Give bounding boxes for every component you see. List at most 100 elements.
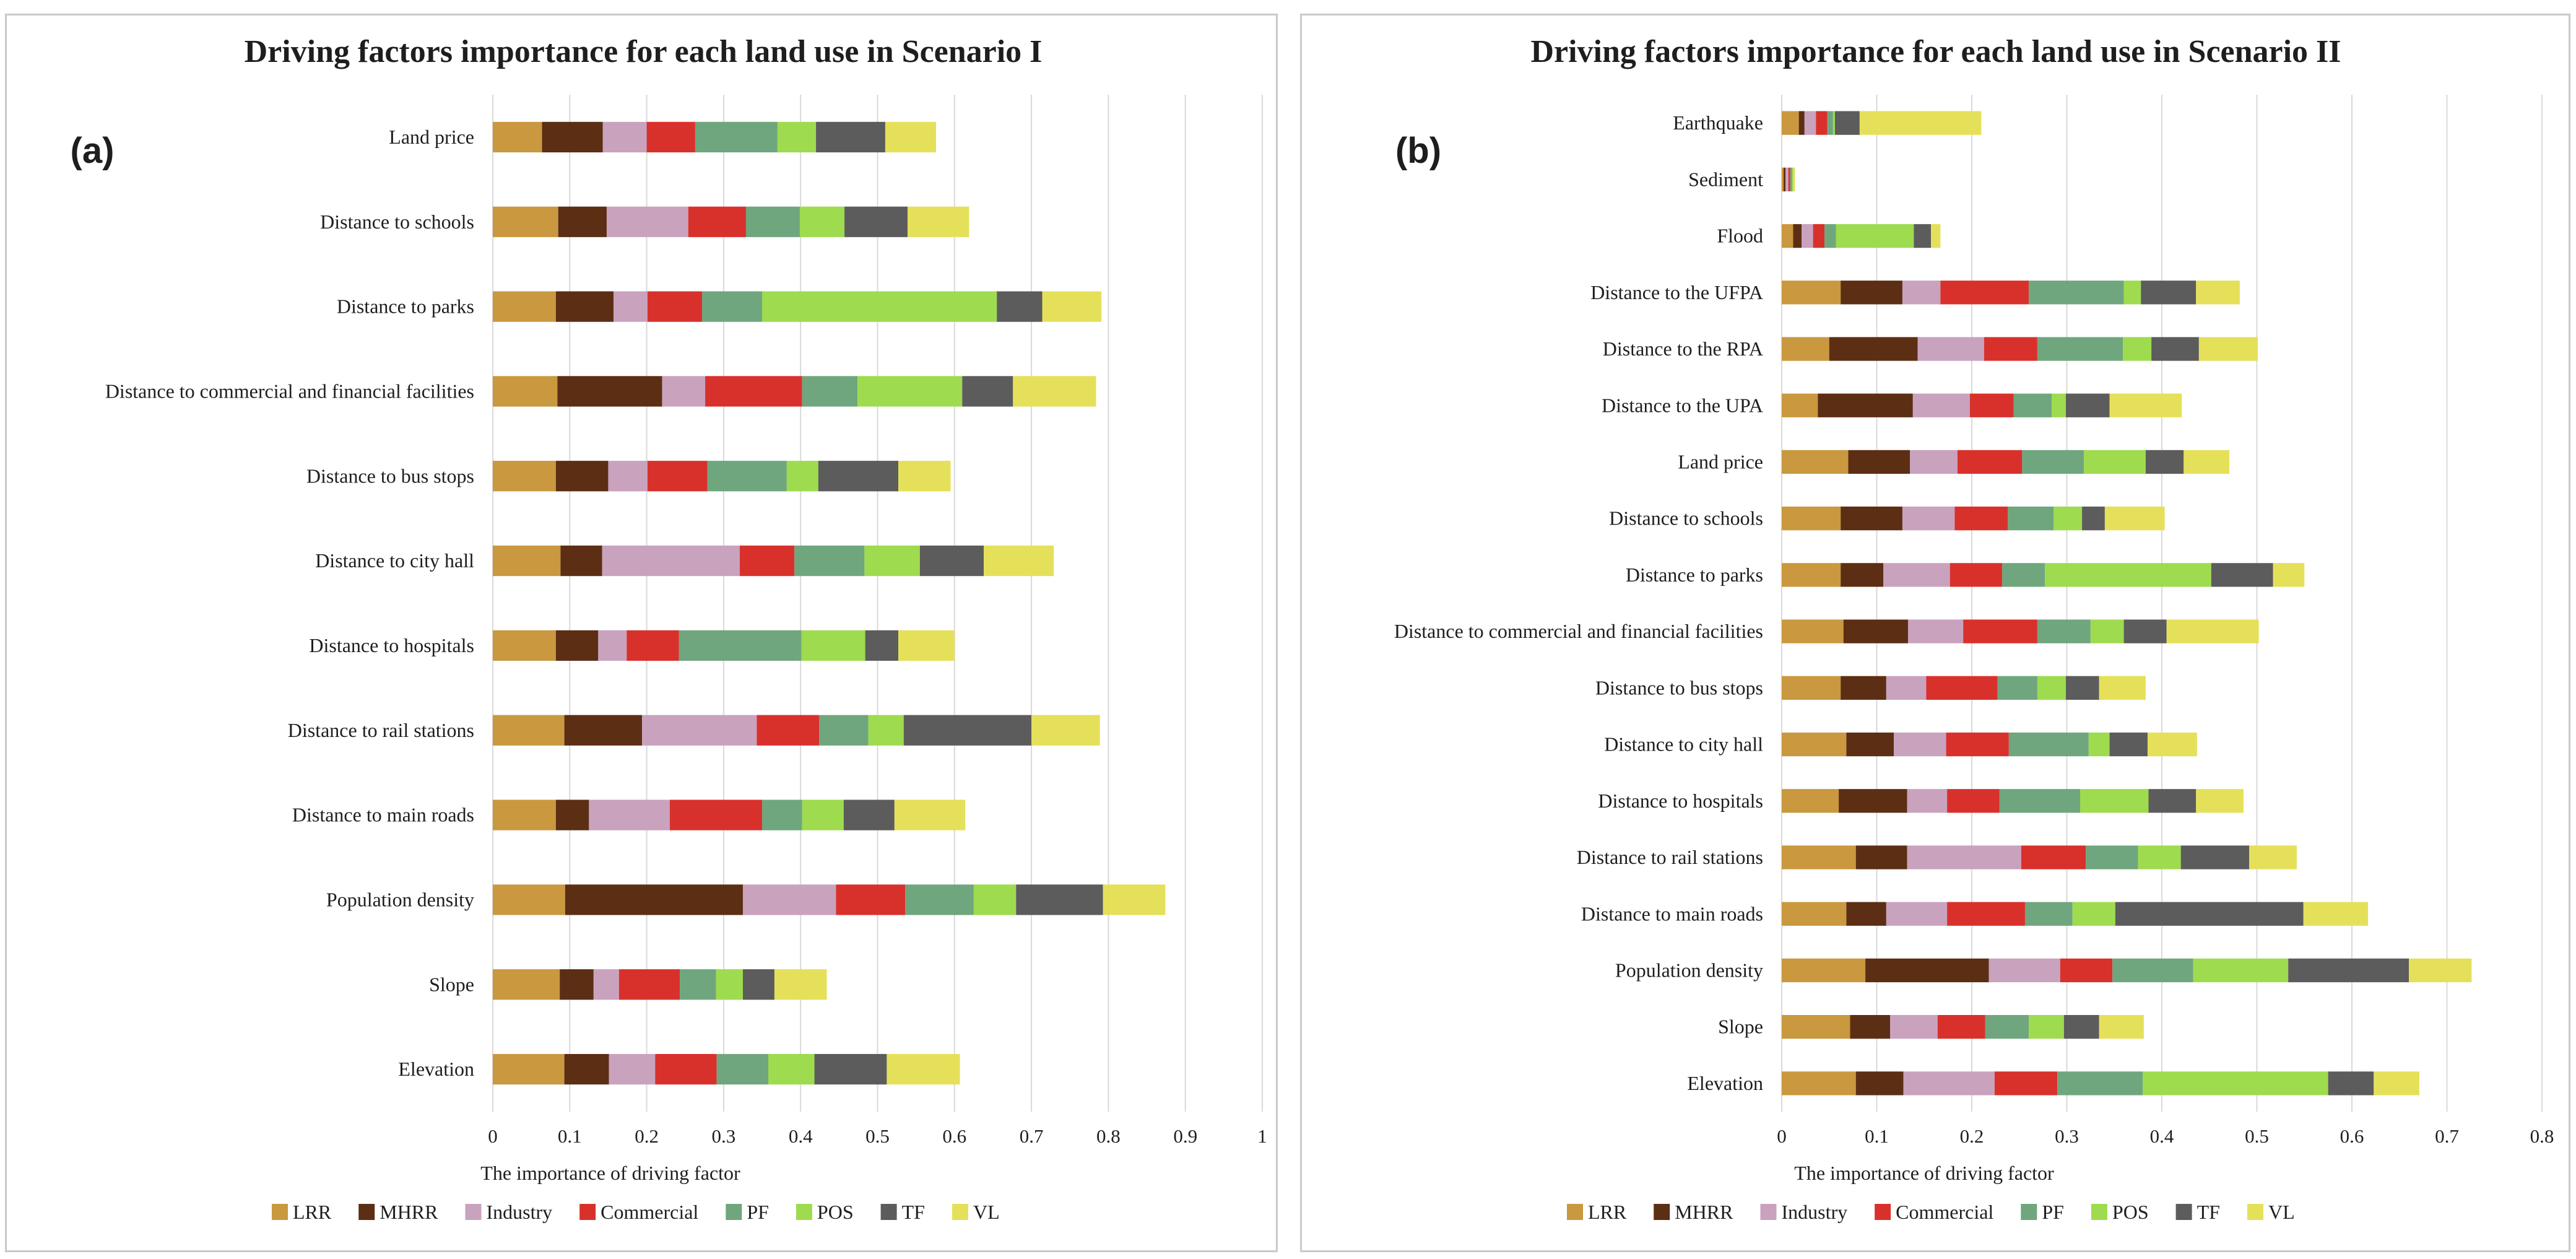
bar-segment-pf xyxy=(802,376,858,407)
bar-segment-lrr xyxy=(493,121,542,153)
bar-segment-industry xyxy=(1917,337,1984,361)
category-label: Distance to the UPA xyxy=(1602,394,1763,416)
bar-segment-tf xyxy=(2063,1015,2099,1039)
bar-segment-pf xyxy=(2002,563,2045,587)
category-label: Distance to schools xyxy=(320,211,474,233)
bar-segment-tf xyxy=(2141,281,2197,305)
bar-segment-pf xyxy=(905,884,974,915)
bar-segment-vl xyxy=(2409,958,2472,983)
legend-swatch-pos xyxy=(2091,1204,2107,1220)
bar-segment-mhrr xyxy=(564,715,643,746)
legend-label-industry: Industry xyxy=(1781,1201,1847,1223)
category-label: Earthquake xyxy=(1673,111,1763,134)
category-label: Distance to rail stations xyxy=(288,719,474,741)
bar-segment-lrr xyxy=(493,630,556,661)
legend-label-industry: Industry xyxy=(486,1201,552,1223)
bar-segment-commercial xyxy=(1969,393,2014,417)
bar-segment-commercial xyxy=(1984,337,2037,361)
category-label: Distance to main roads xyxy=(1581,902,1763,925)
category-label: Distance to commercial and financial fac… xyxy=(1394,620,1763,642)
x-tick-label: 0.2 xyxy=(635,1125,659,1147)
bar-segment-pos xyxy=(1836,224,1914,248)
bar-segment-commercial xyxy=(1963,619,2037,643)
bar-segment-mhrr xyxy=(1793,224,1802,248)
bar-segment-commercial xyxy=(618,969,680,1000)
bar-segment-industry xyxy=(1785,167,1789,191)
bar-segment-commercial xyxy=(647,461,708,492)
bar-segment-lrr xyxy=(493,545,561,577)
bar-segment-tf xyxy=(903,715,1032,746)
bar-segment-commercial xyxy=(627,630,679,661)
category-label: Sediment xyxy=(1688,168,1763,190)
x-tick-label: 0.4 xyxy=(2150,1125,2174,1147)
panel-label: (b) xyxy=(1395,131,1441,171)
bar-segment-tf xyxy=(2145,450,2184,474)
bar-segment-lrr xyxy=(1782,1071,1856,1096)
bar-segment-commercial xyxy=(1949,563,2003,587)
legend-label-pos: POS xyxy=(817,1201,854,1223)
bar-segment-vl xyxy=(2273,563,2305,587)
bar-segment-lrr xyxy=(1782,393,1818,417)
bar-segment-industry xyxy=(1883,563,1950,587)
bar-segment-vl xyxy=(2196,281,2240,305)
bar-segment-industry xyxy=(1902,507,1955,531)
bar-segment-industry xyxy=(606,206,688,237)
x-tick-label: 0.3 xyxy=(2055,1125,2079,1147)
bar-segment-mhrr xyxy=(560,545,602,577)
bar-segment-pos xyxy=(2138,845,2181,869)
bar-segment-vl xyxy=(984,545,1054,577)
bar-segment-pos xyxy=(2045,563,2211,587)
bar-segment-lrr xyxy=(1782,563,1841,587)
bar-segment-lrr xyxy=(493,206,558,237)
bar-segment-commercial xyxy=(1940,281,2029,305)
bar-segment-commercial xyxy=(1926,676,1998,700)
bar-segment-commercial xyxy=(1788,167,1790,191)
bar-segment-commercial xyxy=(1947,789,2000,813)
category-label: Distance to hospitals xyxy=(309,634,474,656)
x-tick-label: 0 xyxy=(1777,1125,1787,1147)
bar-segment-pf xyxy=(794,545,865,577)
bar-segment-pos xyxy=(2090,619,2124,643)
legend-swatch-industry xyxy=(465,1204,482,1220)
bar-segment-pos xyxy=(2084,450,2146,474)
bar-segment-tf xyxy=(2109,732,2148,757)
category-label: Flood xyxy=(1717,225,1763,247)
bar-segment-pf xyxy=(762,799,802,830)
bar-segment-pf xyxy=(2037,619,2091,643)
bar-segment-mhrr xyxy=(558,206,607,237)
chart-panel-b: Driving factors importance for each land… xyxy=(1300,14,2570,1252)
bar-segment-industry xyxy=(1907,789,1948,813)
category-label: Distance to parks xyxy=(1626,564,1763,586)
bar-segment-vl xyxy=(774,969,827,1000)
bar-segment-pf xyxy=(2057,1071,2143,1096)
bar-segment-lrr xyxy=(1782,1015,1850,1039)
bar-segment-industry xyxy=(602,121,647,153)
bar-segment-pf xyxy=(695,121,778,153)
bar-segment-pf xyxy=(2029,281,2124,305)
bar-segment-pf xyxy=(819,715,869,746)
bar-segment-tf xyxy=(997,291,1043,322)
bar-segment-tf xyxy=(818,461,899,492)
bar-segment-mhrr xyxy=(1798,111,1805,135)
bar-segment-tf xyxy=(2082,507,2105,531)
bar-segment-pos xyxy=(2193,958,2289,983)
bar-segment-mhrr xyxy=(564,1053,609,1085)
x-tick-label: 0.8 xyxy=(1096,1125,1121,1147)
bar-segment-vl xyxy=(898,461,951,492)
bar-segment-pos xyxy=(2079,789,2149,813)
bar-segment-industry xyxy=(1903,1071,1995,1096)
bar-segment-tf xyxy=(2288,958,2409,983)
bar-segment-pf xyxy=(745,206,800,237)
bar-segment-tf xyxy=(2211,563,2273,587)
bar-segment-industry xyxy=(1910,450,1958,474)
bar-segment-industry xyxy=(662,376,706,407)
legend-label-mhrr: MHRR xyxy=(1675,1201,1733,1223)
bar-segment-industry xyxy=(608,461,648,492)
legend-swatch-mhrr xyxy=(358,1204,375,1220)
category-label: Distance to hospitals xyxy=(1598,790,1763,812)
bar-segment-mhrr xyxy=(555,630,599,661)
bar-segment-pf xyxy=(1790,167,1792,191)
bar-segment-commercial xyxy=(669,799,763,830)
bar-segment-mhrr xyxy=(1841,281,1902,305)
bar-segment-tf xyxy=(962,376,1013,407)
